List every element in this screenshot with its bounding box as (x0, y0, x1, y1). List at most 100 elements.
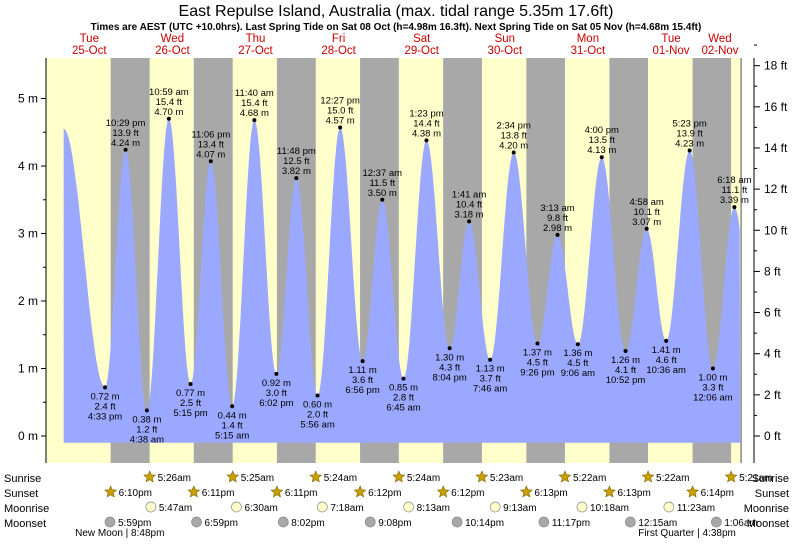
tide-label: 0.77 m (176, 388, 205, 399)
tide-label: 1.4 ft (222, 420, 243, 431)
sunset-time: 6:11pm (202, 488, 235, 499)
moonrise-moon-icon (145, 501, 157, 513)
tide-label: 4.20 m (499, 141, 528, 152)
moonset-time: 11:17pm (552, 518, 590, 529)
tide-point (710, 366, 715, 371)
chart-subtitle: Times are AEST (UTC +10.0hrs). Last Spri… (91, 22, 702, 33)
tide-label: 3.7 ft (480, 374, 501, 385)
tide-label: 10:36 am (646, 365, 686, 376)
tide-label: 3.07 m (632, 217, 661, 228)
moonrise-time: 5:47am (159, 503, 192, 514)
tide-point (575, 342, 580, 347)
moonrise-row-label-right: Moonrise (744, 503, 789, 515)
moonrise-time: 9:13am (503, 503, 536, 514)
tide-point (555, 232, 560, 237)
sunset-time: 6:12pm (368, 488, 401, 499)
right-tick-label: 10 ft (764, 223, 788, 237)
tide-label: 4.70 m (154, 107, 183, 118)
moonset-row-label-right: Moonset (747, 518, 789, 530)
date-label: 30-Oct (488, 45, 523, 57)
moonrise-moon-icon (489, 501, 501, 513)
day-of-week-label: Sat (413, 33, 431, 45)
moonrise-time: 7:18am (330, 503, 363, 514)
tide-label: 11.1 ft (722, 185, 748, 196)
tide-label: 1.30 m (435, 352, 464, 363)
left-tick-label: 0 m (18, 429, 38, 443)
tide-label: 4.68 m (240, 108, 269, 119)
tide-label: 4.24 m (111, 138, 140, 149)
moonrise-moon-icon (316, 501, 328, 513)
right-tick-label: 8 ft (764, 264, 781, 278)
sunrise-time: 5:26am (158, 473, 191, 484)
tide-label: 10:29 pm (106, 118, 146, 129)
sunset-sun-icon (686, 485, 700, 498)
tide-label: 14.4 ft (413, 118, 440, 129)
date-label: 01-Nov (652, 45, 689, 57)
tide-label: 2:34 pm (497, 121, 531, 132)
chart-title: East Repulse Island, Australia (max. tid… (179, 3, 614, 20)
day-of-week-label: Tue (80, 33, 99, 45)
tide-label: 1.26 m (611, 355, 640, 366)
tide-label: 15.4 ft (156, 97, 183, 108)
tide-label: 6:45 am (386, 403, 420, 414)
moonrise-moon-icon (403, 501, 414, 513)
moonrise-time: 11:23am (677, 503, 715, 514)
moonset-moon-icon (364, 516, 376, 528)
tide-label: 1:41 am (452, 189, 486, 200)
moonrise-time: 6:30am (244, 503, 277, 514)
right-tick-label: 14 ft (764, 141, 788, 155)
left-tick-label: 2 m (18, 294, 38, 308)
moonset-moon-icon (451, 516, 463, 528)
moonset-moon-icon (711, 516, 722, 528)
tide-point (488, 357, 493, 362)
sunset-sun-icon (270, 485, 284, 498)
tide-label: 12:27 pm (320, 96, 360, 107)
moonset-time: 6:59pm (205, 518, 238, 529)
tide-label: 5:56 am (300, 420, 334, 431)
tide-label: 0.85 m (389, 383, 418, 394)
tide-label: 4.5 ft (527, 358, 548, 369)
sunset-row-label-right: Sunset (755, 488, 789, 500)
moonset-row-label-left: Moonset (4, 518, 46, 530)
tide-point (252, 118, 257, 123)
tide-label: 4.5 ft (567, 358, 588, 369)
tide-point (208, 159, 213, 164)
date-label: 02-Nov (701, 45, 738, 57)
tide-label: 4:38 am (130, 434, 164, 445)
moonrise-moon-icon (663, 501, 675, 513)
tide-point (123, 147, 128, 152)
moonrise-row-label-left: Moonrise (4, 503, 49, 515)
day-of-week-label: Mon (577, 33, 599, 45)
tide-label: 3.18 m (455, 209, 484, 220)
tide-label: 9.8 ft (547, 213, 568, 224)
sunrise-sun-icon (226, 470, 240, 483)
sunrise-time: 5:21am (739, 473, 772, 484)
tide-label: 1.13 m (476, 364, 505, 375)
tide-label: 15.0 ft (327, 106, 354, 117)
tide-label: 4.57 m (326, 116, 355, 127)
tide-label: 1.37 m (523, 348, 552, 359)
moonset-time: 10:14pm (465, 518, 504, 529)
sunrise-row-label-right: Sunrise (752, 473, 789, 485)
tide-label: 3.39 m (720, 195, 749, 206)
moon-phase-label: New Moon | 8:48pm (75, 528, 164, 539)
tide-label: 0.38 m (132, 414, 161, 425)
tide-point (103, 385, 108, 390)
moonset-time: 8:02pm (291, 518, 324, 529)
left-tick-label: 3 m (18, 227, 38, 241)
tide-point (338, 125, 343, 130)
tide-label: 13.9 ft (112, 128, 139, 139)
tide-label: 9:06 am (561, 368, 595, 379)
out-of-range-band (740, 58, 742, 463)
moonset-moon-icon (104, 516, 116, 528)
day-of-week-label: Thu (246, 33, 266, 45)
tide-label: 7:46 am (473, 384, 507, 395)
tide-point (401, 376, 406, 381)
moonrise-time: 10:18am (590, 503, 629, 514)
sunrise-time: 5:24am (324, 473, 357, 484)
tide-label: 0.92 m (262, 378, 291, 389)
tide-label: 11:40 am (235, 88, 274, 99)
sunrise-time: 5:22am (573, 473, 606, 484)
tide-label: 4:00 pm (585, 125, 619, 136)
